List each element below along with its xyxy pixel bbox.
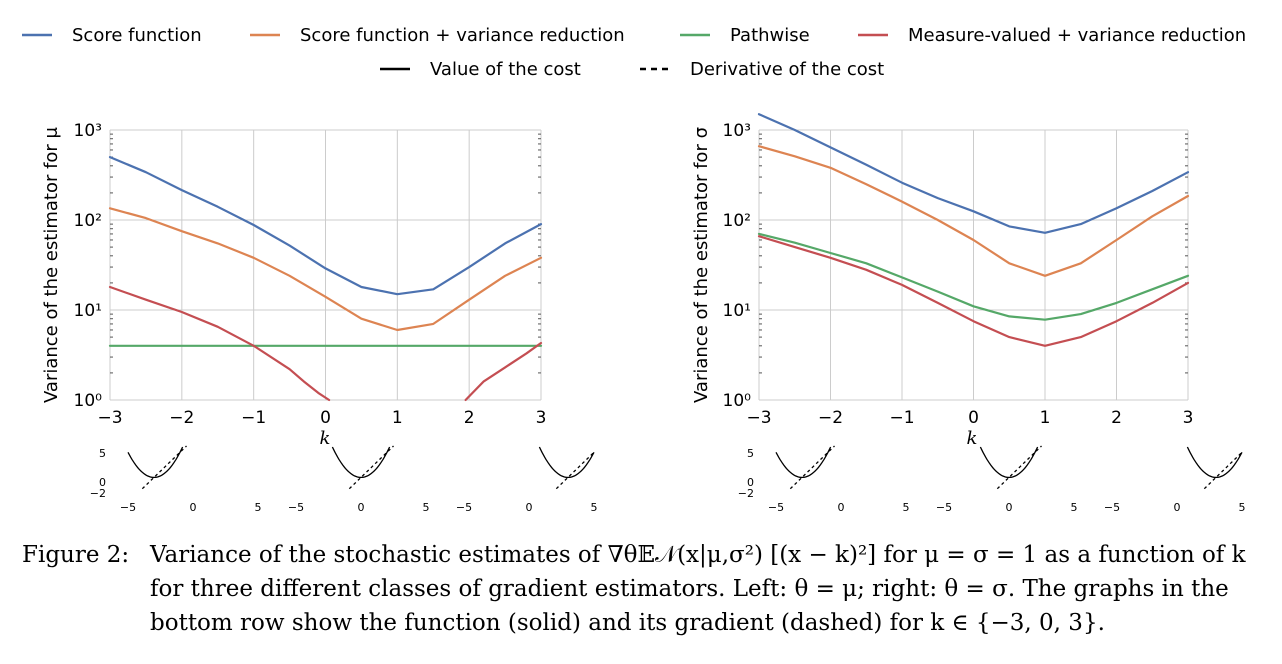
left-mini-xtick: 0 xyxy=(358,501,365,514)
caption-label: Figure 2: xyxy=(22,542,130,568)
left-series-3 xyxy=(108,285,331,402)
right-mini-xtick: −5 xyxy=(768,501,784,514)
left-mini-deriv-0 xyxy=(141,445,187,490)
right-ytick-label: 10⁰ xyxy=(723,391,752,411)
legend-label-2: Pathwise xyxy=(730,25,810,46)
right-xtick-label: 2 xyxy=(1111,408,1122,428)
left-xtick-label: 0 xyxy=(320,408,331,428)
right-xlabel: k xyxy=(967,428,978,449)
left-mini-xtick: −5 xyxy=(456,501,472,514)
left-mini-xtick: 0 xyxy=(526,501,533,514)
right-mini-ytick: −2 xyxy=(738,487,754,500)
right-mini-deriv-0 xyxy=(789,445,835,490)
right-mini-deriv-1 xyxy=(996,445,1042,490)
right-mini-xtick: 5 xyxy=(1239,501,1246,514)
right-xtick-label: 0 xyxy=(968,408,979,428)
right-mini-func-1 xyxy=(979,446,1039,479)
left-mini-func-1 xyxy=(331,446,391,479)
legend-label-1: Score function + variance reduction xyxy=(300,25,625,46)
legend-label-3: Measure-valued + variance reduction xyxy=(908,25,1246,46)
right-ylabel: Variance of the estimator for σ xyxy=(691,127,712,403)
right-mini-xtick: 5 xyxy=(903,501,910,514)
right-series-1 xyxy=(757,145,1190,277)
left-mini-ytick: −2 xyxy=(90,487,106,500)
left-mini-xtick: 5 xyxy=(591,501,598,514)
right-mini-deriv-2 xyxy=(1203,451,1243,490)
right-mini-ytick: 0 xyxy=(747,476,754,489)
caption-text: Variance of the stochastic estimates of … xyxy=(150,542,1246,636)
left-ylabel: Variance of the estimator for μ xyxy=(41,126,62,403)
right-mini-xtick: 0 xyxy=(838,501,845,514)
left-xtick-label: 1 xyxy=(392,408,403,428)
left-mini-deriv-1 xyxy=(348,445,394,490)
left-mini-deriv-2 xyxy=(555,451,595,490)
right-xtick-label: 1 xyxy=(1040,408,1051,428)
left-xtick-label: −1 xyxy=(241,408,266,428)
left-ytick-label: 10¹ xyxy=(74,301,102,321)
left-ytick-label: 10² xyxy=(74,211,102,231)
right-mini-xtick: 5 xyxy=(1071,501,1078,514)
left-xlabel: k xyxy=(320,428,331,449)
left-mini-xtick: −5 xyxy=(288,501,304,514)
right-mini-func-0 xyxy=(775,446,832,479)
right-xtick-label: −2 xyxy=(818,408,843,428)
left-series-1 xyxy=(108,207,543,332)
left-ytick-label: 10⁰ xyxy=(74,391,103,411)
figure: Score function Score function + variance … xyxy=(22,25,1246,514)
right-mini-func-2 xyxy=(1186,446,1243,479)
right-mini-xtick: −5 xyxy=(936,501,952,514)
left-mini-ytick: 5 xyxy=(99,447,106,460)
left-xtick-label: 2 xyxy=(464,408,475,428)
left-mini-func-2 xyxy=(538,446,595,479)
right-xtick-label: −3 xyxy=(746,408,771,428)
legend-label-5: Derivative of the cost xyxy=(690,59,884,80)
left-mini-xtick: −5 xyxy=(120,501,136,514)
right-ytick-label: 10² xyxy=(723,211,751,231)
right-mini-ytick: 5 xyxy=(747,447,754,460)
right-series-0 xyxy=(757,113,1190,234)
legend-label-4: Value of the cost xyxy=(430,59,581,80)
right-series-3 xyxy=(757,235,1190,347)
right-mini-xtick: 0 xyxy=(1006,501,1013,514)
left-xtick-label: −2 xyxy=(169,408,194,428)
left-ytick-label: 10³ xyxy=(74,121,102,141)
left-mini-xtick: 5 xyxy=(255,501,262,514)
left-mini-func-0 xyxy=(127,446,184,479)
left-xtick-label: −3 xyxy=(97,408,122,428)
right-mini-xtick: −5 xyxy=(1104,501,1120,514)
right-xtick-label: −1 xyxy=(889,408,914,428)
right-series-2 xyxy=(757,232,1190,321)
right-ytick-label: 10¹ xyxy=(723,301,751,321)
left-series-4 xyxy=(464,341,543,402)
left-mini-xtick: 0 xyxy=(190,501,197,514)
left-xtick-label: 3 xyxy=(536,408,547,428)
right-mini-xtick: 0 xyxy=(1174,501,1181,514)
legend-label-0: Score function xyxy=(72,25,202,46)
left-mini-ytick: 0 xyxy=(99,476,106,489)
left-mini-xtick: 5 xyxy=(423,501,430,514)
right-xtick-label: 3 xyxy=(1183,408,1194,428)
right-ytick-label: 10³ xyxy=(723,121,751,141)
left-series-0 xyxy=(108,156,543,296)
